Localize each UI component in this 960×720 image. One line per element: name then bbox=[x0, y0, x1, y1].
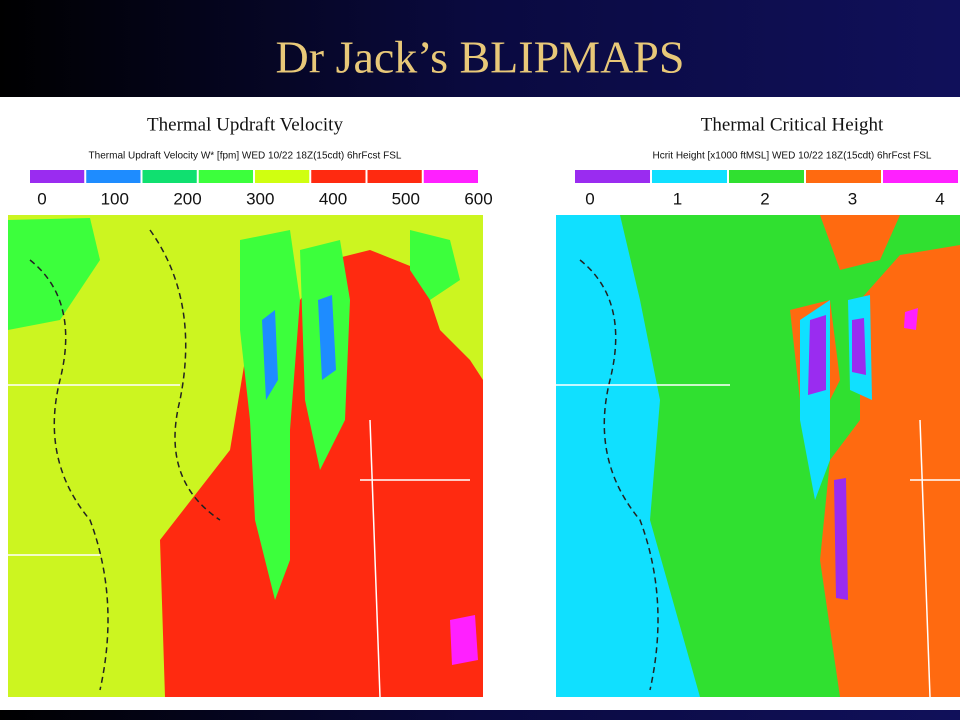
legend-label: 500 bbox=[392, 189, 420, 208]
legend-label: 0 bbox=[37, 189, 46, 208]
legend-label: 4 bbox=[935, 189, 944, 208]
legend-label: 2 bbox=[760, 189, 769, 208]
legend-swatch bbox=[142, 170, 197, 183]
panel-title: Thermal Critical Height bbox=[701, 114, 884, 135]
legend-label: 3 bbox=[848, 189, 857, 208]
legend-swatch bbox=[255, 170, 310, 183]
legend-label: 100 bbox=[101, 189, 129, 208]
legend-swatch bbox=[86, 170, 141, 183]
legend-swatch bbox=[367, 170, 422, 183]
legend-swatch bbox=[423, 170, 478, 183]
legend-label: 0 bbox=[585, 189, 594, 208]
legend-label: 200 bbox=[173, 189, 201, 208]
legend-label: 400 bbox=[319, 189, 347, 208]
slide-title: Dr Jack’s BLIPMAPS bbox=[276, 32, 685, 83]
legend-swatch bbox=[198, 170, 253, 183]
legend-swatch bbox=[652, 170, 727, 183]
legend-label: 300 bbox=[246, 189, 274, 208]
updraft-map bbox=[8, 215, 483, 698]
legend-label: 1 bbox=[673, 189, 682, 208]
legend-label: 600 bbox=[464, 189, 492, 208]
panel-subtitle: Hcrit Height [x1000 ftMSL] WED 10/22 18Z… bbox=[653, 151, 932, 162]
panel-title: Thermal Updraft Velocity bbox=[147, 114, 343, 135]
legend-swatch bbox=[883, 170, 958, 183]
legend-swatch bbox=[311, 170, 366, 183]
height-map bbox=[556, 215, 960, 698]
legend-swatch bbox=[575, 170, 650, 183]
legend-swatch bbox=[729, 170, 804, 183]
panel-subtitle: Thermal Updraft Velocity W* [fpm] WED 10… bbox=[89, 151, 402, 162]
legend-swatch bbox=[30, 170, 85, 183]
legend-swatch bbox=[806, 170, 881, 183]
